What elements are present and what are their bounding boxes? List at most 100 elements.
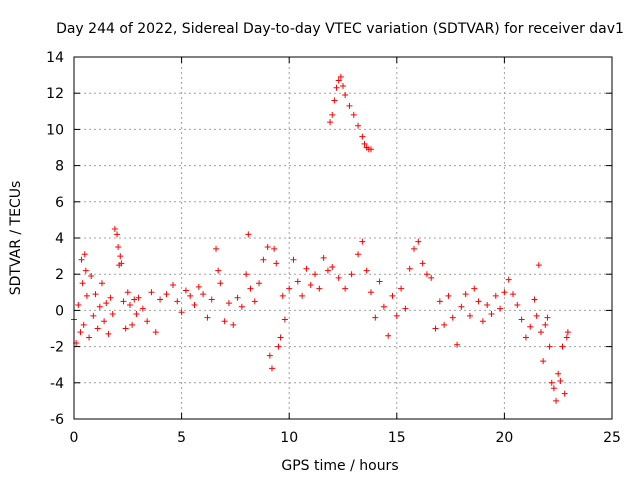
y-tick-label: 10 [46, 122, 64, 138]
data-point [419, 260, 426, 267]
data-point [124, 289, 131, 296]
data-point [522, 334, 529, 341]
data-point [79, 280, 86, 287]
data-point [527, 323, 534, 330]
y-tick-label: 12 [46, 86, 64, 102]
y-tick-label: 4 [55, 231, 64, 247]
data-point [320, 254, 327, 261]
data-point [533, 312, 540, 319]
data-point [402, 305, 409, 312]
data-point [294, 278, 301, 285]
data-point [550, 385, 557, 392]
data-point [454, 341, 461, 348]
data-point [303, 265, 310, 272]
data-point [329, 111, 336, 118]
data-point [346, 102, 353, 109]
data-point [555, 370, 562, 377]
data-point [101, 318, 108, 325]
data-point [406, 265, 413, 272]
y-tick-label: 14 [46, 50, 64, 66]
data-point [268, 365, 275, 372]
data-point [380, 303, 387, 310]
data-point [251, 298, 258, 305]
data-point [135, 294, 142, 301]
data-point [234, 294, 241, 301]
y-tick-label: 0 [55, 303, 64, 319]
data-point [120, 298, 127, 305]
data-point [340, 82, 346, 89]
data-point [488, 311, 495, 318]
y-tick-label: -2 [50, 340, 64, 356]
data-point [398, 285, 405, 292]
data-point [307, 282, 314, 289]
data-point [152, 329, 159, 336]
data-point [348, 271, 355, 278]
data-point [548, 379, 555, 386]
data-point [329, 263, 336, 270]
x-tick-label: 0 [70, 430, 79, 446]
data-point [80, 321, 87, 328]
data-point [117, 253, 124, 260]
data-point [510, 291, 517, 298]
data-point [111, 225, 118, 232]
data-point [174, 298, 181, 305]
data-point [359, 133, 366, 140]
data-point [148, 289, 155, 296]
data-point [133, 311, 140, 318]
data-point [367, 289, 374, 296]
data-point [286, 285, 293, 292]
data-point [428, 274, 435, 281]
data-point [415, 238, 422, 245]
data-point [492, 292, 499, 299]
data-point [359, 238, 366, 245]
tick-labels: 0 5 10 15 20 25 -6 -4 -2 0 2 4 6 8 10 12 14 [46, 50, 621, 446]
data-point [299, 292, 306, 299]
data-point [103, 300, 110, 307]
data-point [90, 312, 97, 319]
data-point [458, 303, 465, 310]
data-point [105, 330, 112, 337]
data-point [312, 271, 319, 278]
data-point [215, 267, 222, 274]
data-point [561, 390, 568, 397]
data-point [449, 314, 456, 321]
data-point [256, 280, 263, 287]
data-point [290, 256, 297, 263]
y-tick-label: 2 [55, 267, 64, 283]
data-point [115, 244, 122, 251]
y-axis-label: SDTVAR / TECUs [8, 181, 24, 296]
data-point [423, 271, 430, 278]
data-point [518, 316, 525, 323]
data-point [466, 312, 473, 319]
data-point [187, 292, 194, 299]
data-point [225, 300, 232, 307]
data-point [266, 352, 273, 359]
data-point [98, 280, 105, 287]
data-point [264, 244, 271, 251]
data-point [342, 285, 349, 292]
data-point [535, 262, 542, 269]
data-point [331, 97, 338, 104]
data-points [71, 73, 571, 404]
data-point [355, 122, 362, 129]
data-point [462, 291, 469, 298]
data-point [436, 298, 443, 305]
data-point [144, 318, 151, 325]
grid [74, 57, 612, 419]
y-tick-label: -6 [50, 412, 64, 428]
data-point [217, 280, 224, 287]
data-point [126, 301, 133, 308]
chart-title: Day 244 of 2022, Sidereal Day-to-day VTE… [56, 21, 624, 37]
data-point [553, 397, 560, 404]
data-point [564, 329, 571, 336]
data-point [537, 329, 544, 336]
data-point [432, 325, 439, 332]
data-point [540, 358, 547, 365]
data-point [350, 111, 357, 118]
y-tick-label: 6 [55, 195, 64, 211]
data-point [107, 294, 114, 301]
data-point [182, 287, 189, 294]
data-point [129, 321, 136, 328]
data-point [75, 301, 82, 308]
